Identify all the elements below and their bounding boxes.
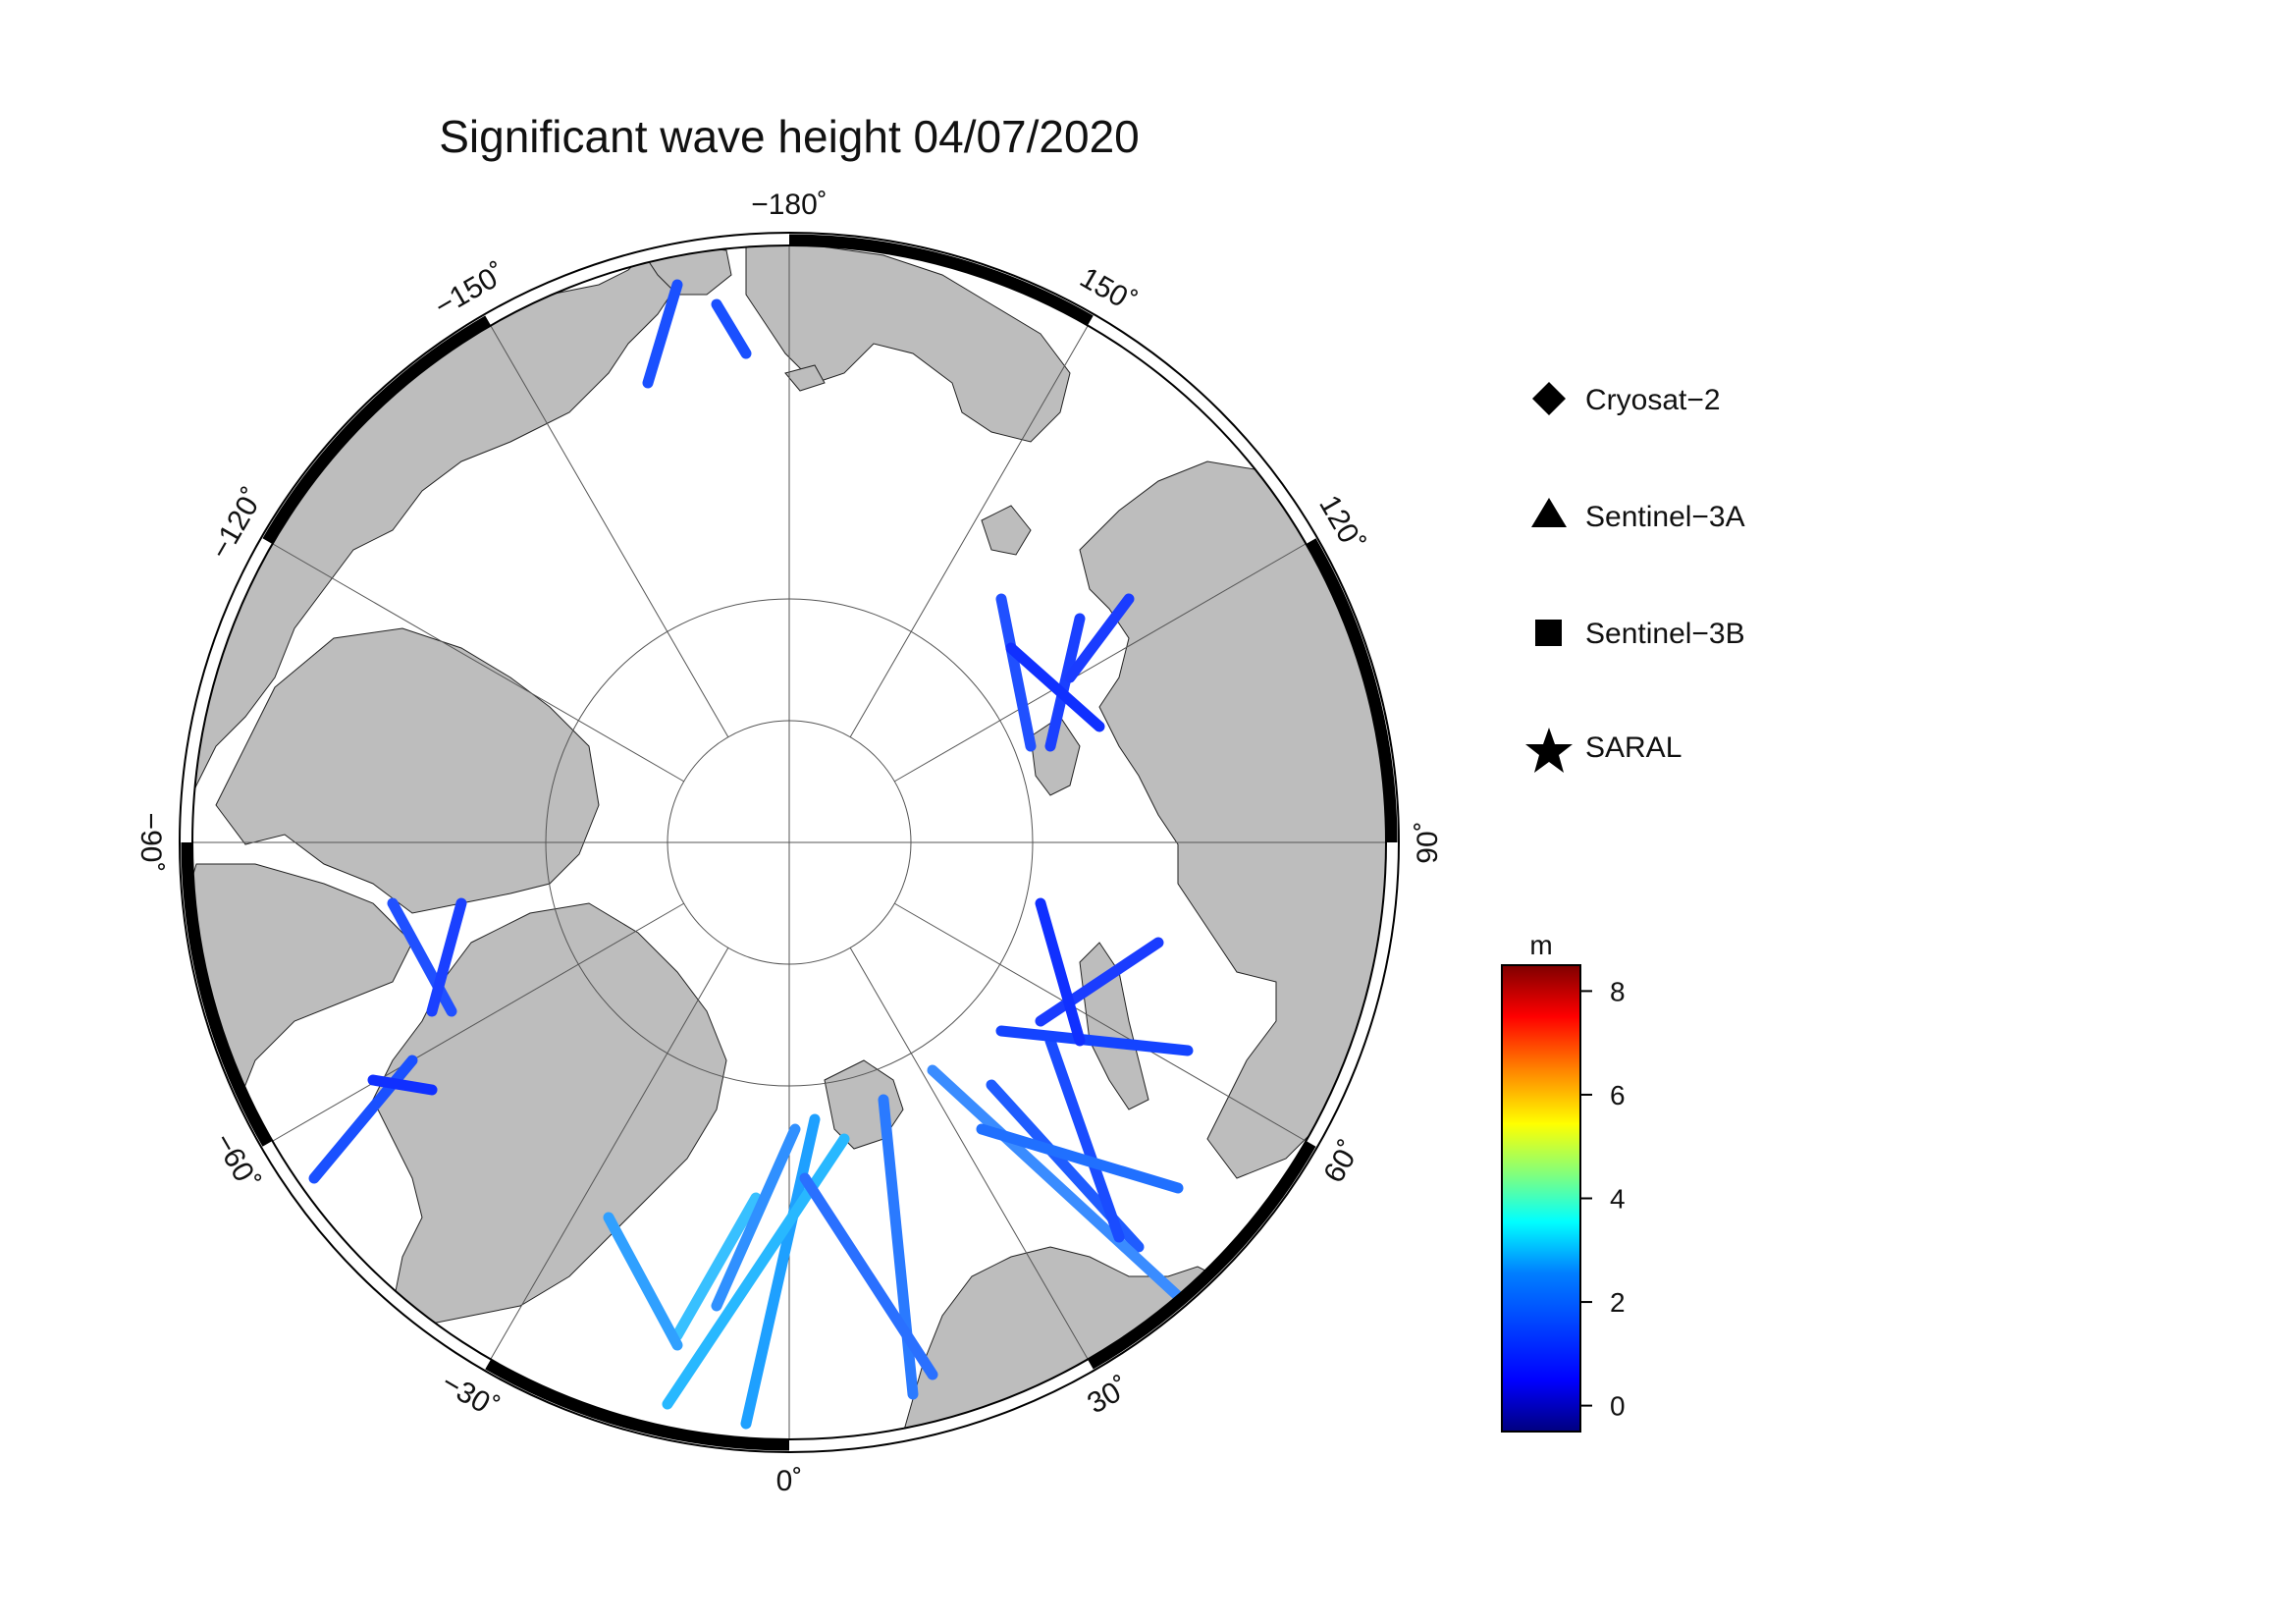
colorbar-tick-label: 8 [1610, 976, 1626, 1006]
colorbar-ticks: 8 6 4 2 0 [1580, 976, 1626, 1422]
legend: Cryosat−2 Sentinel−3A Sentinel−3B SARAL [1525, 382, 1745, 773]
meridian-30 [849, 947, 1089, 1360]
legend-label-sentinel-3b: Sentinel−3B [1585, 618, 1745, 650]
legend-label-cryosat: Cryosat−2 [1585, 384, 1721, 416]
legend-item-cryosat: Cryosat−2 [1532, 382, 1721, 416]
colorbar: m 8 6 4 2 0 [1501, 930, 1626, 1433]
track-segment [671, 1192, 762, 1341]
map-frame-ticks [181, 234, 1398, 1451]
track-segment [1035, 897, 1086, 1047]
track-segment [976, 1123, 1184, 1194]
land-wrangel [784, 364, 826, 392]
longitude-label: 30˚ [1082, 1371, 1135, 1420]
triangle-icon [1531, 498, 1567, 527]
meridian-minus150 [490, 325, 729, 738]
land-chukotka [745, 245, 1071, 443]
meridian-120 [893, 543, 1307, 783]
track-segment [367, 1074, 438, 1096]
legend-item-saral: SARAL [1525, 728, 1682, 773]
legend-label-saral: SARAL [1585, 731, 1682, 764]
meridian-minus120 [272, 543, 685, 783]
longitude-label: −90˚ [134, 813, 167, 873]
colorbar-unit: m [1529, 930, 1552, 960]
longitude-label: −150˚ [429, 257, 511, 323]
frame-segment [485, 1359, 790, 1451]
longitude-label: −180˚ [751, 189, 828, 221]
longitude-label: 120˚ [1312, 490, 1370, 558]
legend-item-sentinel-3a: Sentinel−3A [1531, 498, 1745, 533]
track-segment [1035, 937, 1164, 1027]
polar-map [179, 232, 1400, 1453]
frame-segment [1088, 1141, 1316, 1370]
meridian-minus30 [490, 947, 729, 1360]
frame-segment [181, 841, 273, 1147]
longitude-label: 150˚ [1074, 261, 1142, 319]
square-icon [1535, 620, 1562, 646]
colorbar-tick-label: 4 [1610, 1184, 1626, 1215]
track-segment [1044, 613, 1086, 752]
longitude-label: 0˚ [776, 1465, 803, 1497]
longitude-label: 60˚ [1317, 1135, 1366, 1188]
longitude-label: −120˚ [204, 482, 270, 565]
track-segment [642, 279, 683, 389]
frame-segment [1306, 538, 1398, 843]
map-outer-border [179, 232, 1400, 1453]
track-segment [799, 1172, 938, 1380]
longitude-label: 90˚ [1412, 821, 1444, 863]
map-inner-border [191, 244, 1387, 1440]
track-segment [711, 298, 752, 359]
meridian-minus60 [272, 902, 685, 1142]
track-segment [426, 897, 467, 1017]
colorbar-gradient [1501, 964, 1581, 1433]
colorbar-tick-label: 2 [1610, 1287, 1626, 1318]
track-segment [740, 1113, 821, 1430]
star-icon [1525, 728, 1573, 773]
track-segment [662, 1133, 850, 1410]
land-new-siberian-islands [981, 505, 1032, 556]
colorbar-tick-label: 0 [1610, 1391, 1626, 1422]
legend-item-sentinel-3b: Sentinel−3B [1535, 618, 1745, 650]
track-segment [927, 1064, 1184, 1302]
track-segment [603, 1212, 683, 1351]
satellite-tracks [308, 279, 1194, 1430]
legend-label-sentinel-3a: Sentinel−3A [1585, 501, 1745, 533]
track-segment [995, 593, 1037, 752]
track-segment [1044, 1035, 1125, 1243]
track-segment [711, 1123, 801, 1312]
track-segment [1005, 642, 1105, 732]
track-segment [995, 1025, 1194, 1056]
map-title: Significant wave height 04/07/2020 [439, 111, 1140, 162]
diamond-icon [1532, 382, 1566, 415]
frame-segment [788, 234, 1094, 326]
track-segment [1064, 593, 1135, 683]
meridian-150 [849, 325, 1089, 738]
colorbar-tick-label: 6 [1610, 1080, 1626, 1110]
frame-segment [262, 315, 491, 544]
meridian-60 [893, 902, 1307, 1142]
